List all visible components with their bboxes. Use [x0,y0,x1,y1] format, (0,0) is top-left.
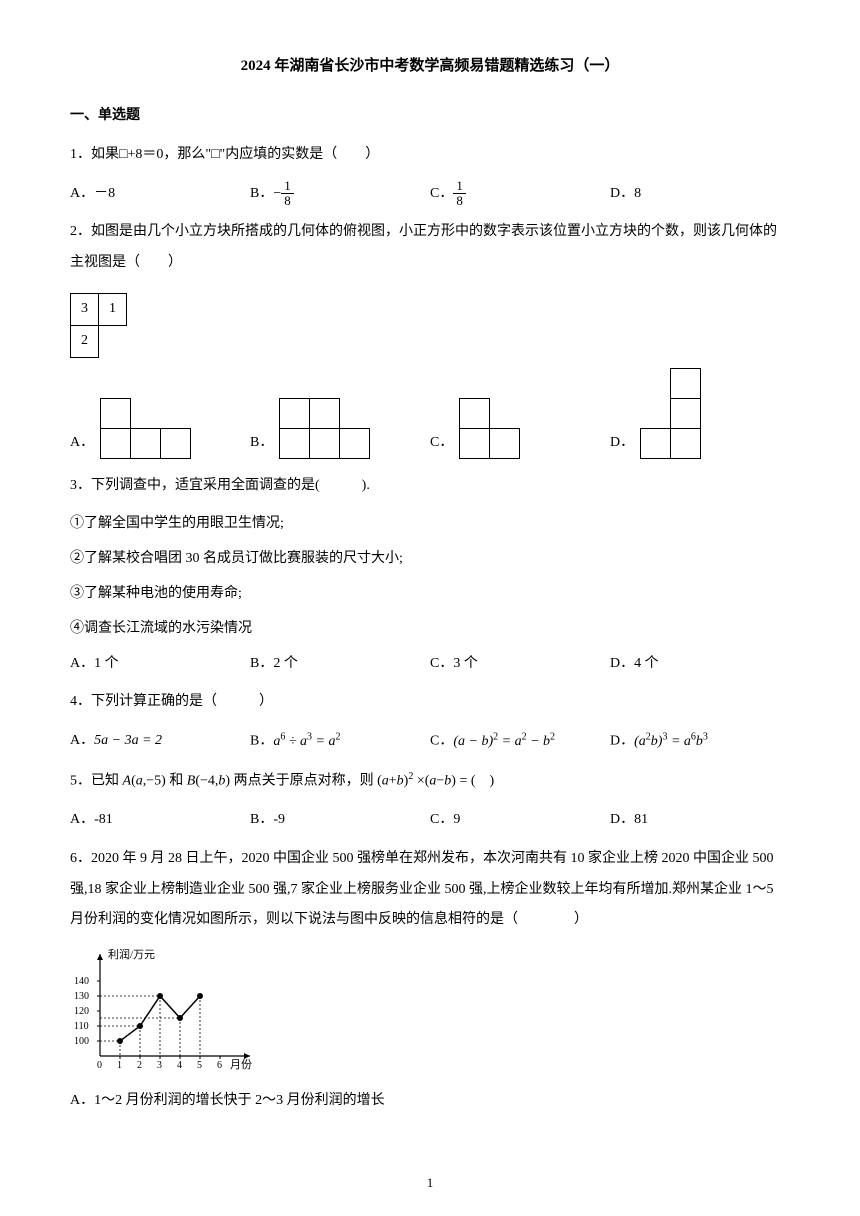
q1-opt-d: D．8 [610,179,790,210]
svg-text:0: 0 [97,1060,102,1071]
q5-opt-c: C．9 [430,805,610,836]
label: B． [250,734,273,749]
question-3: 3．下列调查中，适宜采用全面调查的是( ). [70,471,790,502]
cell-3: 3 [71,294,99,326]
svg-text:4: 4 [177,1060,182,1071]
numerator: 1 [281,179,294,194]
svg-text:130: 130 [74,991,89,1002]
q5-options: A．-81 B．-9 C．9 D．81 [70,805,790,836]
y-axis-label: 利润/万元 [108,947,155,961]
data-line [120,996,200,1041]
label: A． [70,733,94,748]
svg-text:2: 2 [137,1060,142,1071]
q6-opt-a: A．1～2 月份利润的增长快于 2～3 月份利润的增长 [70,1086,790,1117]
minus-sign: − [273,186,281,201]
q2-options: A． B． C． D． [70,368,790,459]
denominator: 8 [453,194,466,208]
fraction: 18 [281,179,294,209]
page-number: 1 [0,1169,860,1198]
q5-opt-d: D．81 [610,805,790,836]
svg-text:110: 110 [74,1021,89,1032]
q3-opt-b: B．2 个 [250,649,430,680]
q3-item-4: ④调查长江流域的水污染情况 [70,614,790,645]
cell-1: 1 [99,294,127,326]
shape-b [279,398,370,459]
q4-opt-a: A．5a − 3a = 2 [70,726,250,757]
opt-label: A． [70,428,94,459]
numerator: 1 [453,179,466,194]
label: C． [430,734,453,749]
shape-d [640,368,701,459]
x-axis-label: 月份 [230,1058,252,1071]
q3-opt-a: A．1 个 [70,649,250,680]
question-6: 6．2020 年 9 月 28 日上午，2020 中国企业 500 强榜单在郑州… [70,844,790,936]
q2-top-view-figure: 31 2 [70,293,127,358]
question-5: 5．已知 A(a,−5) 和 B(−4,b) 两点关于原点对称，则 (a+b)2… [70,766,790,797]
question-2: 2．如图是由几个小立方块所搭成的几何体的俯视图，小正方形中的数字表示该位置小立方… [70,217,790,279]
q3-opt-c: C．3 个 [430,649,610,680]
svg-text:5: 5 [197,1060,202,1071]
fraction: 18 [453,179,466,209]
math-expr: a6 ÷ a3 = a2 [273,734,340,749]
q4-opt-c: C．(a − b)2 = a2 − b2 [430,726,610,757]
q1-opt-c: C．18 [430,179,610,210]
shape-a [100,398,191,459]
section-header: 一、单选题 [70,101,790,132]
q5-opt-a: A．-81 [70,805,250,836]
q5-opt-b: B．-9 [250,805,430,836]
opt-label: D． [610,428,634,459]
cell-empty [99,325,127,357]
denominator: 8 [281,194,294,208]
question-4: 4．下列计算正确的是（ ） [70,687,790,718]
q1-b-prefix: B． [250,186,273,201]
q4-opt-d: D．(a2b)3 = a6b3 [610,726,790,757]
q3-item-2: ②了解某校合唱团 30 名成员订做比赛服装的尺寸大小; [70,544,790,575]
q1-opt-b: B．−18 [250,179,430,210]
q2-opt-a: A． [70,398,250,459]
q2-opt-c: C． [430,398,610,459]
question-1: 1．如果□+8＝0，那么"□"内应填的实数是（ ） [70,140,790,171]
svg-text:100: 100 [74,1036,89,1047]
q2-opt-b: B． [250,398,430,459]
math-expr: 5a − 3a = 2 [94,733,162,748]
q1-options: A．－8 B．−18 C．18 D．8 [70,179,790,210]
guide-lines [100,996,200,1056]
math-expr: (a2b)3 = a6b3 [634,734,708,749]
q6-chart: 利润/万元 月份 100 110 120 130 140 0 1 2 3 4 5… [70,946,790,1076]
svg-text:3: 3 [157,1060,162,1071]
q3-item-1: ①了解全国中学生的用眼卫生情况; [70,509,790,540]
q1-opt-a: A．－8 [70,179,250,210]
opt-label: B． [250,428,273,459]
page-title: 2024 年湖南省长沙市中考数学高频易错题精选练习（一） [70,50,790,83]
cell-2: 2 [71,325,99,357]
svg-text:1: 1 [117,1060,122,1071]
label: D． [610,734,634,749]
svg-text:140: 140 [74,976,89,987]
opt-label: C． [430,428,453,459]
q3-opt-d: D．4 个 [610,649,790,680]
q3-item-3: ③了解某种电池的使用寿命; [70,579,790,610]
svg-text:120: 120 [74,1006,89,1017]
q4-options: A．5a − 3a = 2 B．a6 ÷ a3 = a2 C．(a − b)2 … [70,726,790,757]
q3-options: A．1 个 B．2 个 C．3 个 D．4 个 [70,649,790,680]
shape-c [459,398,520,459]
q4-opt-b: B．a6 ÷ a3 = a2 [250,726,430,757]
y-ticks: 100 110 120 130 140 [74,976,100,1047]
line-chart-svg: 利润/万元 月份 100 110 120 130 140 0 1 2 3 4 5… [70,946,260,1076]
q1-c-prefix: C． [430,186,453,201]
q2-opt-d: D． [610,368,790,459]
svg-text:6: 6 [217,1060,222,1071]
x-ticks: 0 1 2 3 4 5 6 [97,1056,222,1071]
math-expr: (a − b)2 = a2 − b2 [453,734,555,749]
